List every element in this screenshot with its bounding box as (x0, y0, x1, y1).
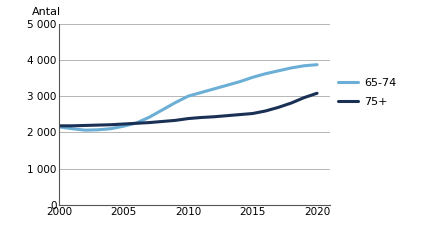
65-74 (82, 129, 88, 132)
75+ (95, 124, 100, 127)
75+ (121, 123, 126, 125)
75+ (108, 123, 113, 126)
75+ (263, 109, 268, 112)
75+ (198, 116, 203, 119)
Legend: 65-74, 75+: 65-74, 75+ (338, 78, 396, 107)
65-74 (121, 125, 126, 128)
75+ (250, 112, 255, 115)
65-74 (134, 121, 139, 124)
65-74 (108, 127, 113, 130)
75+ (69, 124, 74, 127)
65-74 (212, 88, 217, 90)
65-74 (69, 127, 74, 130)
75+ (134, 122, 139, 125)
65-74 (302, 64, 307, 67)
65-74 (237, 80, 242, 83)
65-74 (173, 101, 178, 104)
75+ (237, 113, 242, 116)
75+ (160, 120, 165, 123)
75+ (57, 124, 62, 127)
65-74 (289, 66, 294, 69)
65-74 (186, 95, 191, 98)
75+ (315, 92, 320, 95)
Line: 75+: 75+ (59, 93, 317, 126)
75+ (82, 124, 88, 127)
65-74 (57, 125, 62, 128)
65-74 (263, 72, 268, 75)
75+ (302, 96, 307, 99)
75+ (173, 119, 178, 122)
Text: Antal: Antal (32, 7, 61, 17)
65-74 (315, 63, 320, 66)
Line: 65-74: 65-74 (59, 65, 317, 130)
65-74 (250, 76, 255, 79)
75+ (276, 106, 281, 109)
75+ (289, 102, 294, 104)
65-74 (276, 69, 281, 72)
75+ (224, 114, 229, 117)
65-74 (160, 109, 165, 111)
65-74 (198, 91, 203, 94)
75+ (186, 117, 191, 120)
65-74 (147, 116, 152, 119)
75+ (147, 121, 152, 124)
65-74 (95, 128, 100, 131)
65-74 (224, 84, 229, 87)
75+ (212, 115, 217, 118)
